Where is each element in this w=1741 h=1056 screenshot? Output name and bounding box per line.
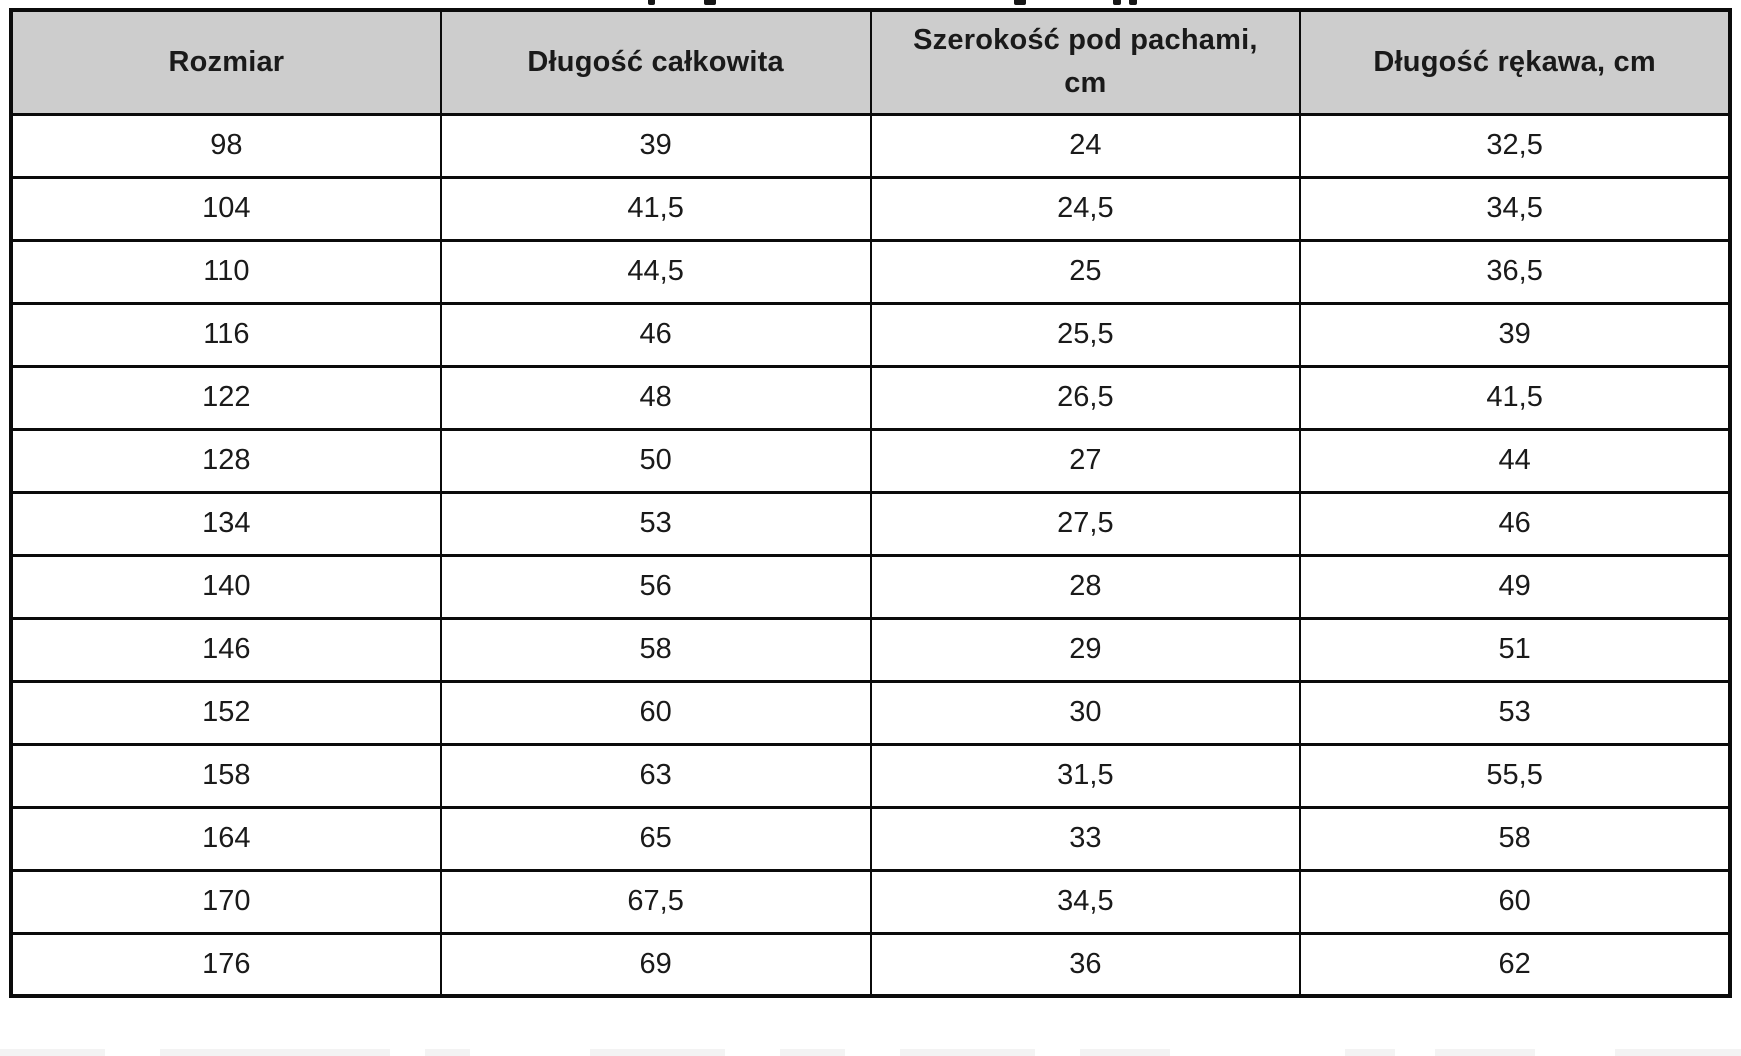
title-descender-mark-0	[648, 0, 655, 5]
title-descender-mark-1	[704, 0, 716, 5]
cell-9-0: 152	[10, 679, 442, 746]
cell-11-2: 33	[869, 805, 1302, 872]
cell-13-1: 69	[439, 931, 872, 998]
table-row-152: 152 60 30 53	[10, 679, 1731, 746]
cell-5-3: 44	[1299, 427, 1731, 494]
cell-10-0: 158	[10, 742, 442, 809]
table-body: 98 39 24 32,5 104 41,5 24,5 34,5 110 44,5 25 36,5 11…	[10, 112, 1731, 998]
cell-7-2: 28	[869, 553, 1302, 620]
cell-6-0: 134	[10, 490, 442, 557]
cell-12-3: 60	[1299, 868, 1731, 935]
cell-12-0: 170	[10, 868, 442, 935]
cell-7-0: 140	[10, 553, 442, 620]
cell-3-3: 39	[1299, 301, 1731, 368]
cell-10-2: 31,5	[869, 742, 1302, 809]
table-row-140: 140 56 28 49	[10, 553, 1731, 620]
cell-0-3: 32,5	[1299, 112, 1731, 179]
size-chart-table: Rozmiar Długość całkowita Szerokość pod pa…	[9, 8, 1732, 998]
cell-11-0: 164	[10, 805, 442, 872]
header-row: Rozmiar Długość całkowita Szerokość pod pa…	[10, 8, 1731, 116]
cell-4-2: 26,5	[869, 364, 1302, 431]
cell-1-2: 24,5	[869, 175, 1302, 242]
cell-12-1: 67,5	[439, 868, 872, 935]
bottom-content-patch-8	[1435, 1049, 1535, 1056]
bottom-content-patch-0	[0, 1049, 105, 1056]
cell-9-2: 30	[869, 679, 1302, 746]
cell-8-0: 146	[10, 616, 442, 683]
cell-8-3: 51	[1299, 616, 1731, 683]
table-header: Rozmiar Długość całkowita Szerokość pod pa…	[10, 8, 1731, 116]
table-row-176: 176 69 36 62	[10, 931, 1731, 998]
title-descender-mark-3	[1113, 0, 1121, 5]
cell-3-1: 46	[439, 301, 872, 368]
cell-13-3: 62	[1299, 931, 1731, 998]
bottom-content-patch-3	[590, 1049, 725, 1056]
table-row-128: 128 50 27 44	[10, 427, 1731, 494]
cell-1-0: 104	[10, 175, 442, 242]
cell-6-3: 46	[1299, 490, 1731, 557]
cell-3-2: 25,5	[869, 301, 1302, 368]
cell-5-1: 50	[439, 427, 872, 494]
title-descender-mark-2	[1014, 0, 1026, 5]
cell-12-2: 34,5	[869, 868, 1302, 935]
cell-5-2: 27	[869, 427, 1302, 494]
clipped-bottom-content	[0, 1048, 1741, 1056]
cell-6-1: 53	[439, 490, 872, 557]
cell-7-1: 56	[439, 553, 872, 620]
cell-1-1: 41,5	[439, 175, 872, 242]
cell-9-1: 60	[439, 679, 872, 746]
cell-11-1: 65	[439, 805, 872, 872]
cell-0-2: 24	[869, 112, 1302, 179]
table-row-146: 146 58 29 51	[10, 616, 1731, 683]
cell-10-3: 55,5	[1299, 742, 1731, 809]
cell-4-1: 48	[439, 364, 872, 431]
bottom-content-patch-7	[1345, 1049, 1395, 1056]
table-row-158: 158 63 31,5 55,5	[10, 742, 1731, 809]
header-cell-0: Rozmiar	[10, 8, 442, 116]
header-cell-1: Długość całkowita	[439, 8, 872, 116]
cell-3-0: 116	[10, 301, 442, 368]
cell-2-2: 25	[869, 238, 1302, 305]
table-row-104: 104 41,5 24,5 34,5	[10, 175, 1731, 242]
table-row-110: 110 44,5 25 36,5	[10, 238, 1731, 305]
header-cell-2: Szerokość pod pachami, cm	[869, 8, 1302, 116]
cell-13-2: 36	[869, 931, 1302, 998]
cell-7-3: 49	[1299, 553, 1731, 620]
title-descender-mark-4	[1129, 0, 1137, 5]
bottom-content-patch-2	[425, 1049, 470, 1056]
bottom-content-patch-5	[900, 1049, 1035, 1056]
cell-9-3: 53	[1299, 679, 1731, 746]
table-row-98: 98 39 24 32,5	[10, 112, 1731, 179]
bottom-content-patch-6	[1080, 1049, 1170, 1056]
bottom-content-patch-4	[780, 1049, 845, 1056]
cell-4-0: 122	[10, 364, 442, 431]
cell-0-1: 39	[439, 112, 872, 179]
table-row-134: 134 53 27,5 46	[10, 490, 1731, 557]
cell-2-0: 110	[10, 238, 442, 305]
bottom-content-patch-9	[1615, 1049, 1741, 1056]
cell-2-3: 36,5	[1299, 238, 1731, 305]
cell-4-3: 41,5	[1299, 364, 1731, 431]
cell-13-0: 176	[10, 931, 442, 998]
table-row-164: 164 65 33 58	[10, 805, 1731, 872]
header-cell-3: Długość rękawa, cm	[1299, 8, 1731, 116]
table-row-116: 116 46 25,5 39	[10, 301, 1731, 368]
cell-0-0: 98	[10, 112, 442, 179]
table-row-170: 170 67,5 34,5 60	[10, 868, 1731, 935]
cell-2-1: 44,5	[439, 238, 872, 305]
cell-5-0: 128	[10, 427, 442, 494]
cell-8-2: 29	[869, 616, 1302, 683]
table-row-122: 122 48 26,5 41,5	[10, 364, 1731, 431]
bottom-content-patch-1	[160, 1049, 390, 1056]
cell-6-2: 27,5	[869, 490, 1302, 557]
cell-8-1: 58	[439, 616, 872, 683]
cell-1-3: 34,5	[1299, 175, 1731, 242]
clipped-title-remnant	[0, 0, 1741, 6]
cell-11-3: 58	[1299, 805, 1731, 872]
cell-10-1: 63	[439, 742, 872, 809]
